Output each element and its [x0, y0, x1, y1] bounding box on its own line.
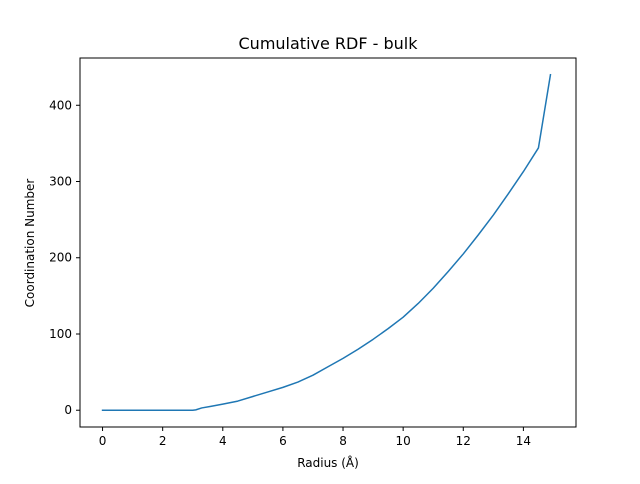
x-tick-label: 2 [159, 434, 167, 448]
x-tick-label: 6 [279, 434, 287, 448]
x-tick-label: 4 [219, 434, 227, 448]
x-axis-label: Radius (Å) [297, 455, 359, 470]
y-tick-label: 200 [49, 251, 72, 265]
chart-title: Cumulative RDF - bulk [239, 34, 419, 53]
x-tick-label: 10 [396, 434, 411, 448]
y-tick-label: 100 [49, 327, 72, 341]
y-tick-label: 0 [64, 403, 72, 417]
x-axis-ticks: 0 2 4 6 8 10 12 14 [99, 427, 531, 448]
x-tick-label: 8 [339, 434, 347, 448]
plot-layer [101, 73, 552, 411]
y-tick-label: 400 [49, 98, 72, 112]
y-tick-label: 300 [49, 175, 72, 189]
series-line-0 [101, 73, 552, 411]
y-axis-ticks: 0 100 200 300 400 [49, 98, 80, 417]
x-tick-label: 12 [456, 434, 471, 448]
x-tick-label: 14 [516, 434, 531, 448]
plot-frame [79, 57, 577, 428]
x-tick-label: 0 [99, 434, 107, 448]
y-axis-label: Coordination Number [23, 179, 37, 308]
